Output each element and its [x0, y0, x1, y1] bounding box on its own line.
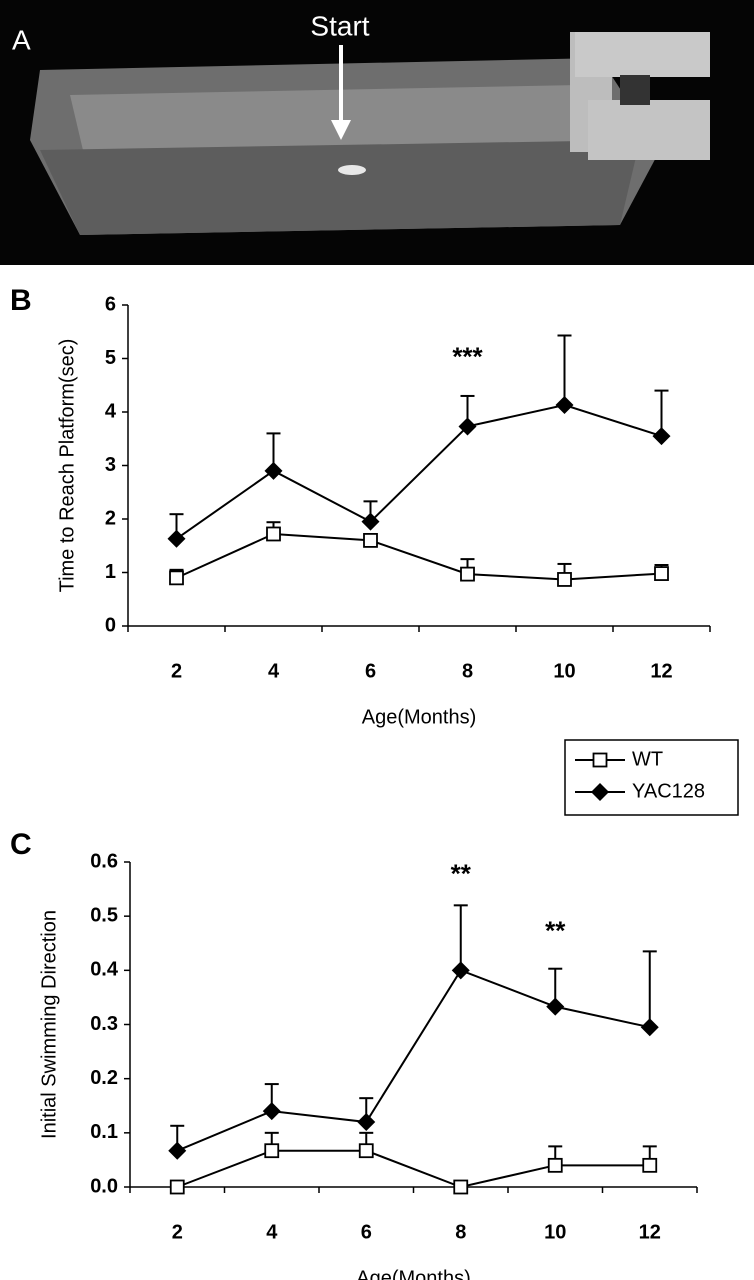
- marker: [167, 529, 186, 548]
- marker: [361, 512, 380, 531]
- y-tick-label: 0.1: [90, 1121, 118, 1143]
- panel-label: C: [10, 828, 32, 861]
- marker: [168, 1141, 187, 1160]
- panel-label: B: [10, 284, 32, 317]
- marker: [557, 572, 572, 587]
- marker: [555, 396, 574, 415]
- x-tick-label: 6: [361, 1221, 372, 1243]
- x-tick-label: 6: [365, 660, 376, 682]
- marker: [266, 526, 281, 542]
- marker: [460, 566, 475, 582]
- y-tick-label: 0.4: [90, 959, 119, 981]
- x-axis-label: Age(Months): [362, 706, 477, 728]
- series-line: [176, 969, 650, 1152]
- wooden-frame: [588, 100, 710, 160]
- x-tick-label: 2: [172, 1221, 183, 1243]
- marker: [591, 783, 609, 801]
- legend-label: WT: [632, 748, 663, 770]
- y-tick-label: 5: [105, 347, 116, 369]
- y-tick-label: 0.0: [90, 1175, 118, 1197]
- x-tick-label: 4: [266, 1221, 278, 1243]
- y-tick-label: 0.6: [90, 850, 118, 872]
- marker: [652, 427, 671, 446]
- x-tick-label: 12: [639, 1221, 661, 1243]
- panel-label: A: [12, 24, 31, 55]
- x-tick-label: 10: [544, 1221, 566, 1243]
- marker: [640, 1018, 659, 1037]
- x-tick-label: 8: [455, 1221, 466, 1243]
- platform: [338, 165, 366, 175]
- marker: [358, 1143, 374, 1159]
- x-tick-label: 8: [462, 660, 473, 682]
- y-tick-label: 0.3: [90, 1013, 118, 1035]
- x-tick-label: 4: [268, 660, 280, 682]
- x-tick-label: 12: [650, 660, 672, 682]
- annotation: Start: [310, 10, 369, 41]
- wooden-frame: [575, 32, 710, 77]
- x-tick-label: 10: [553, 660, 575, 682]
- marker: [357, 1113, 376, 1131]
- marker: [642, 1157, 658, 1173]
- marker: [169, 570, 184, 586]
- marker: [592, 752, 608, 768]
- series-line: [175, 404, 662, 540]
- significance-marker: ***: [452, 341, 483, 371]
- y-axis-label: Initial Swimming Direction: [38, 910, 60, 1139]
- series-line: [176, 1149, 650, 1189]
- tub-side: [40, 140, 640, 235]
- y-tick-label: 0: [105, 614, 116, 636]
- marker: [451, 961, 470, 980]
- wooden-frame-gap: [620, 75, 650, 105]
- y-tick-label: 1: [105, 561, 116, 583]
- photo-panel: A Start: [0, 0, 754, 265]
- x-axis-label: Age(Months): [356, 1267, 471, 1280]
- start-arrow-head: [331, 120, 351, 140]
- x-tick-label: 2: [171, 660, 182, 682]
- y-tick-label: 0.5: [90, 904, 118, 926]
- significance-marker: **: [451, 858, 472, 888]
- marker: [458, 417, 477, 436]
- y-axis-label: Time to Reach Platform(sec): [56, 339, 78, 593]
- marker: [169, 1179, 185, 1195]
- marker: [453, 1179, 469, 1195]
- significance-marker: **: [545, 915, 566, 945]
- y-tick-label: 4: [105, 400, 117, 422]
- y-tick-label: 0.2: [90, 1067, 118, 1089]
- series-line: [176, 532, 662, 581]
- marker: [264, 461, 283, 480]
- marker: [546, 997, 565, 1016]
- y-tick-label: 2: [105, 507, 116, 529]
- marker: [264, 1143, 280, 1159]
- legend-label: YAC128: [632, 780, 705, 802]
- y-tick-label: 3: [105, 454, 116, 476]
- marker: [654, 566, 669, 581]
- y-tick-label: 6: [105, 293, 116, 315]
- marker: [363, 533, 378, 548]
- legend-box: [564, 739, 739, 816]
- marker: [262, 1102, 281, 1121]
- marker: [547, 1157, 563, 1173]
